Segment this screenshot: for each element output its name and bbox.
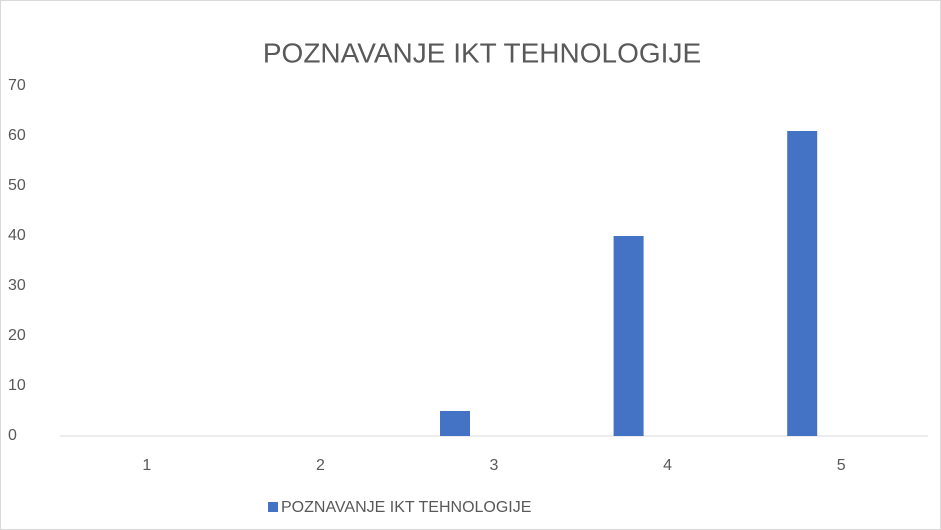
chart-title: POZNAVANJE IKT TEHNOLOGIJE	[263, 37, 701, 68]
y-tick-label: 20	[8, 327, 26, 344]
bar	[440, 411, 470, 436]
y-tick-label: 40	[8, 227, 26, 244]
x-tick-label: 2	[316, 457, 325, 474]
bar	[787, 131, 818, 436]
y-tick-label: 10	[8, 377, 26, 394]
y-tick-label: 60	[8, 127, 26, 144]
x-tick-label: 5	[837, 457, 846, 474]
y-tick-label: 0	[8, 427, 17, 444]
x-tick-label: 1	[142, 457, 151, 474]
bar	[613, 236, 644, 436]
legend-swatch	[268, 502, 278, 512]
y-tick-label: 30	[8, 277, 26, 294]
legend-label: POZNAVANJE IKT TEHNOLOGIJE	[281, 499, 531, 516]
y-tick-label: 50	[8, 177, 26, 194]
x-tick-label: 3	[490, 457, 499, 474]
y-tick-label: 70	[8, 77, 26, 94]
x-tick-label: 4	[663, 457, 672, 474]
